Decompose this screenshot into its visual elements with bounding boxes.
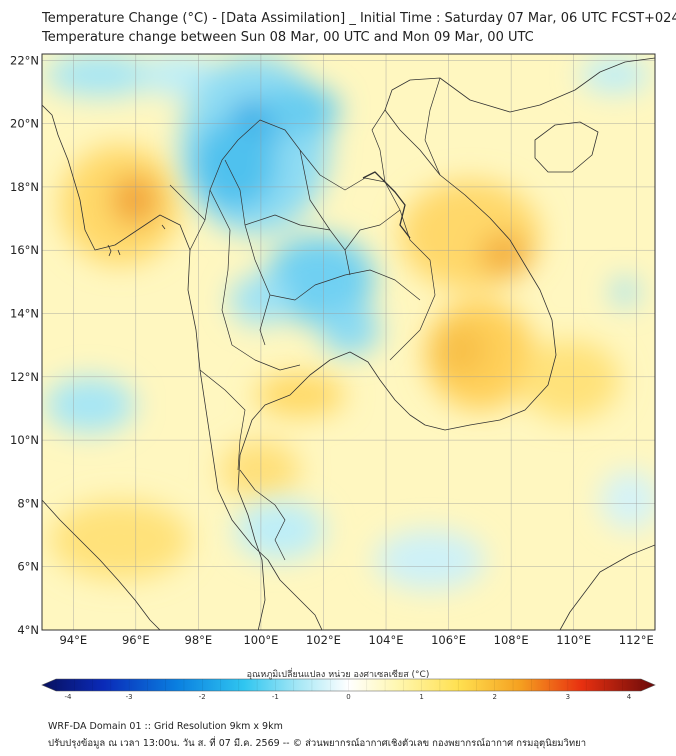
colorbar-tick-label: 4 (627, 693, 632, 701)
longitude-tick-label: 112°E (619, 633, 654, 647)
islands-andaman (107, 224, 166, 257)
latitude-tick-label: 8°N (17, 496, 39, 510)
longitude-tick-label: 98°E (185, 633, 213, 647)
longitude-tick-label: 100°E (243, 633, 278, 647)
coastline-sumatra (42, 499, 161, 630)
latitude-tick-label: 12°N (10, 370, 39, 384)
colorbar-tick-label: 2 (493, 693, 497, 701)
latitude-tick-label: 22°N (10, 53, 39, 67)
coastline-mainland (42, 104, 323, 630)
colorbar-tick-label: 3 (566, 693, 570, 701)
colorbar-scale (41, 678, 656, 692)
chart-subtitle: Temperature change between Sun 08 Mar, 0… (42, 30, 534, 45)
latitude-tick-label: 14°N (10, 307, 39, 321)
latitude-tick-label: 20°N (10, 117, 39, 131)
longitude-tick-label: 104°E (369, 633, 404, 647)
latitude-labels: 22°N 20°N 18°N 16°N 14°N 12°N 10°N 8°N 6°N 4°N (10, 53, 39, 637)
plot-frame (41, 53, 656, 631)
footer-model-info: WRF-DA Domain 01 :: Grid Resolution 9km … (48, 721, 283, 732)
borders-bold (362, 171, 411, 239)
borders-interior (169, 77, 441, 561)
latitude-tick-label: 18°N (10, 180, 39, 194)
cold-anomalies (45, 54, 655, 590)
longitude-tick-label: 106°E (431, 633, 466, 647)
chart-title: Temperature Change (°C) - [Data Assimila… (42, 11, 676, 26)
colorbar-tick-label: 1 (419, 693, 423, 701)
coastline-hainan (534, 121, 599, 173)
colorbar-ticks: -4 -3 -2 -1 0 1 2 3 4 (55, 679, 642, 701)
footer-update-info: ปรับปรุงข้อมูล ณ เวลา 13:00น. วัน ส. ที่… (48, 738, 587, 749)
coastline-borneo (559, 544, 655, 630)
longitude-tick-label: 102°E (306, 633, 341, 647)
graticule (42, 54, 655, 630)
longitude-tick-label: 110°E (556, 633, 591, 647)
temperature-field (42, 54, 655, 630)
longitude-tick-label: 108°E (494, 633, 529, 647)
longitude-labels: 94°E 96°E 98°E 100°E 102°E 104°E 106°E 108°E 110… (59, 633, 653, 647)
longitude-tick-label: 94°E (59, 633, 87, 647)
colorbar-tick-label: 0 (346, 693, 350, 701)
latitude-tick-label: 10°N (10, 433, 39, 447)
latitude-tick-label: 16°N (10, 243, 39, 257)
latitude-tick-label: 6°N (17, 560, 39, 574)
coastline-malay-east (237, 57, 655, 630)
longitude-tick-label: 96°E (122, 633, 150, 647)
colorbar-tick-label: -3 (126, 693, 133, 701)
colorbar-tick-label: -2 (199, 693, 206, 701)
colorbar-tick-label: -1 (272, 693, 279, 701)
colorbar: -4 -3 -2 -1 0 1 2 3 4 (41, 678, 656, 701)
coastlines-and-borders (42, 57, 655, 630)
colorbar-tick-label: -4 (65, 693, 73, 701)
colorbar-title: อุณหภูมิเปลี่ยนแปลง หน่วย องศาเซลเซียส (… (246, 670, 430, 680)
latitude-tick-label: 4°N (17, 623, 39, 637)
